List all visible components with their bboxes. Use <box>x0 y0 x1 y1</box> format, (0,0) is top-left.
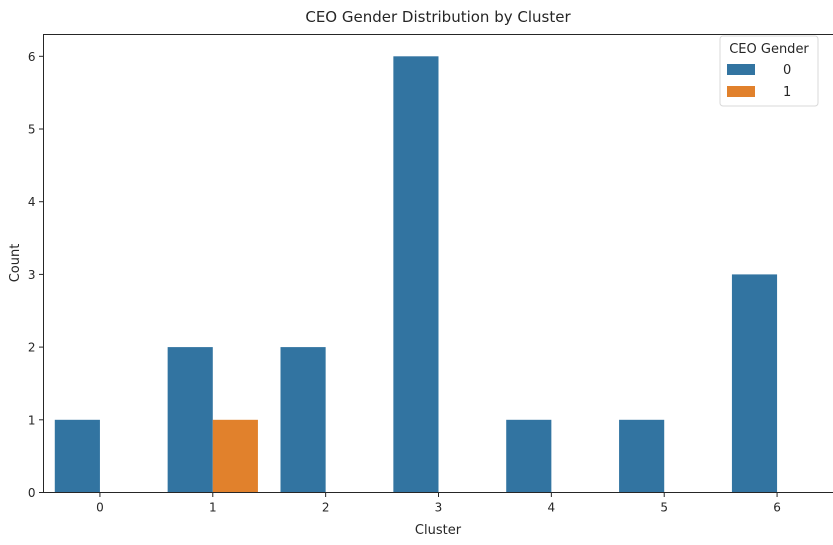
y-tick-label: 2 <box>28 341 36 355</box>
y-tick-label: 5 <box>28 123 36 137</box>
legend-swatch-1 <box>727 86 755 97</box>
bar-cluster-1-gender-1 <box>212 419 258 493</box>
x-axis-label: Cluster <box>415 523 462 538</box>
bar-cluster-1-gender-0 <box>167 347 213 493</box>
bar-cluster-5-gender-0 <box>619 419 665 493</box>
x-tick-label: 3 <box>435 501 443 515</box>
x-tick-label: 4 <box>548 501 556 515</box>
bar-cluster-2-gender-0 <box>280 347 326 493</box>
y-tick-label: 0 <box>28 486 36 500</box>
y-axis-label: Count <box>8 244 23 283</box>
bar-cluster-0-gender-0 <box>54 419 100 493</box>
x-tick-label: 0 <box>96 501 104 515</box>
x-tick-label: 2 <box>322 501 330 515</box>
chart-title: CEO Gender Distribution by Cluster <box>305 8 571 26</box>
y-tick-label: 6 <box>28 50 36 64</box>
y-tick-label: 1 <box>28 413 36 427</box>
legend-label-0: 0 <box>783 63 791 78</box>
x-tick-label: 6 <box>773 501 781 515</box>
bar-cluster-4-gender-0 <box>506 419 552 493</box>
legend-swatch-0 <box>727 64 755 75</box>
plot-area: 0 1 2 3 4 5 6 0 1 2 3 4 5 6 <box>28 50 781 515</box>
legend-title: CEO Gender <box>729 42 809 57</box>
y-tick-label: 3 <box>28 268 36 282</box>
y-tick-label: 4 <box>28 195 36 209</box>
x-tick-label: 1 <box>209 501 217 515</box>
legend-label-1: 1 <box>783 85 791 100</box>
x-tick-label: 5 <box>660 501 668 515</box>
bar-cluster-6-gender-0 <box>731 274 778 493</box>
legend: CEO Gender 0 1 <box>719 35 819 107</box>
bar-cluster-3-gender-0 <box>393 56 439 493</box>
plot-frame <box>43 34 833 493</box>
